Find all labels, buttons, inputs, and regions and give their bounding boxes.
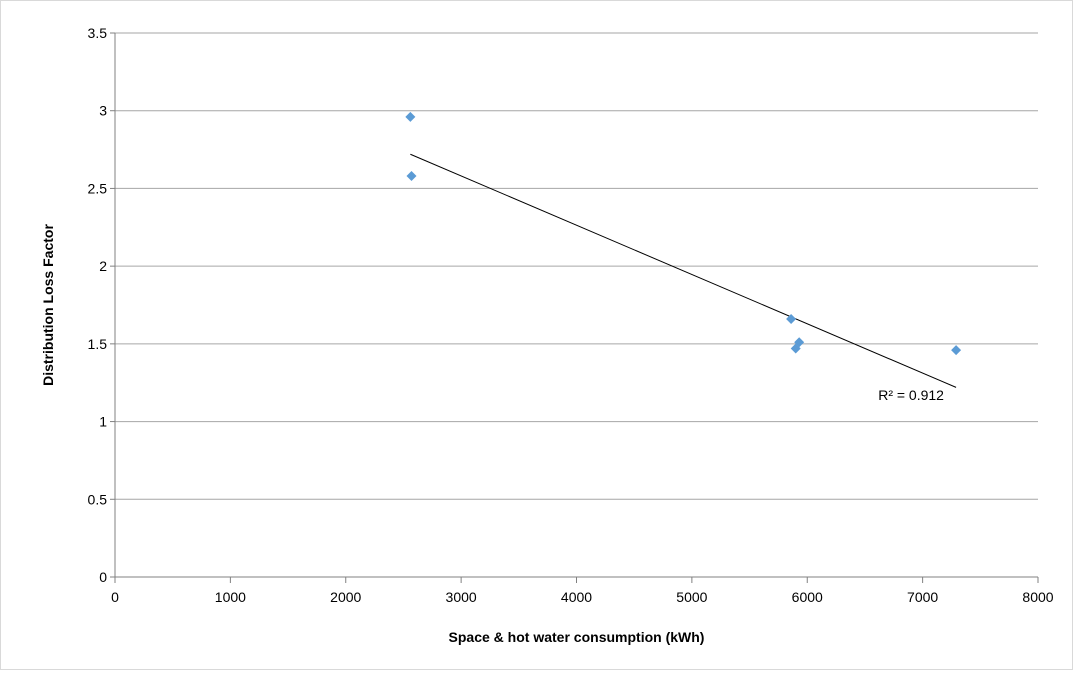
data-point [794,337,805,348]
gridlines [115,32,1038,500]
y-axis-title: Distribution Loss Factor [40,224,56,386]
x-tick-label: 2000 [330,589,361,605]
data-point [786,313,797,324]
data-point [406,170,417,181]
y-tick-label: 0 [99,569,107,585]
y-tick-label: 0.5 [88,491,108,507]
y-tick-label: 2 [99,258,107,274]
annotations: R² = 0.912 [878,387,944,403]
r-squared-annotation: R² = 0.912 [878,387,944,403]
x-tick-label: 1000 [215,589,246,605]
trendline-layer [410,153,957,388]
axes [110,32,1039,583]
data-points [405,111,962,356]
x-tick-label: 3000 [446,589,477,605]
y-tick-label: 1 [99,414,107,430]
trendline [410,153,957,388]
y-tick-label: 3.5 [88,25,108,41]
y-tick-label: 1.5 [88,336,108,352]
x-tick-label: 8000 [1022,589,1053,605]
x-tick-label: 7000 [907,589,938,605]
data-point [405,111,416,122]
x-tick-label: 5000 [676,589,707,605]
x-tick-label: 0 [111,589,119,605]
tick-labels: 0 0.5 1 1.5 2 2.5 3 3.5 0 1000 2000 3000 4000 5000 600… [88,25,1054,605]
x-tick-label: 6000 [792,589,823,605]
data-point [951,345,962,356]
x-tick-label: 4000 [561,589,592,605]
y-tick-label: 2.5 [88,180,108,196]
y-tick-label: 3 [99,103,107,119]
x-axis-title: Space & hot water consumption (kWh) [449,629,705,645]
